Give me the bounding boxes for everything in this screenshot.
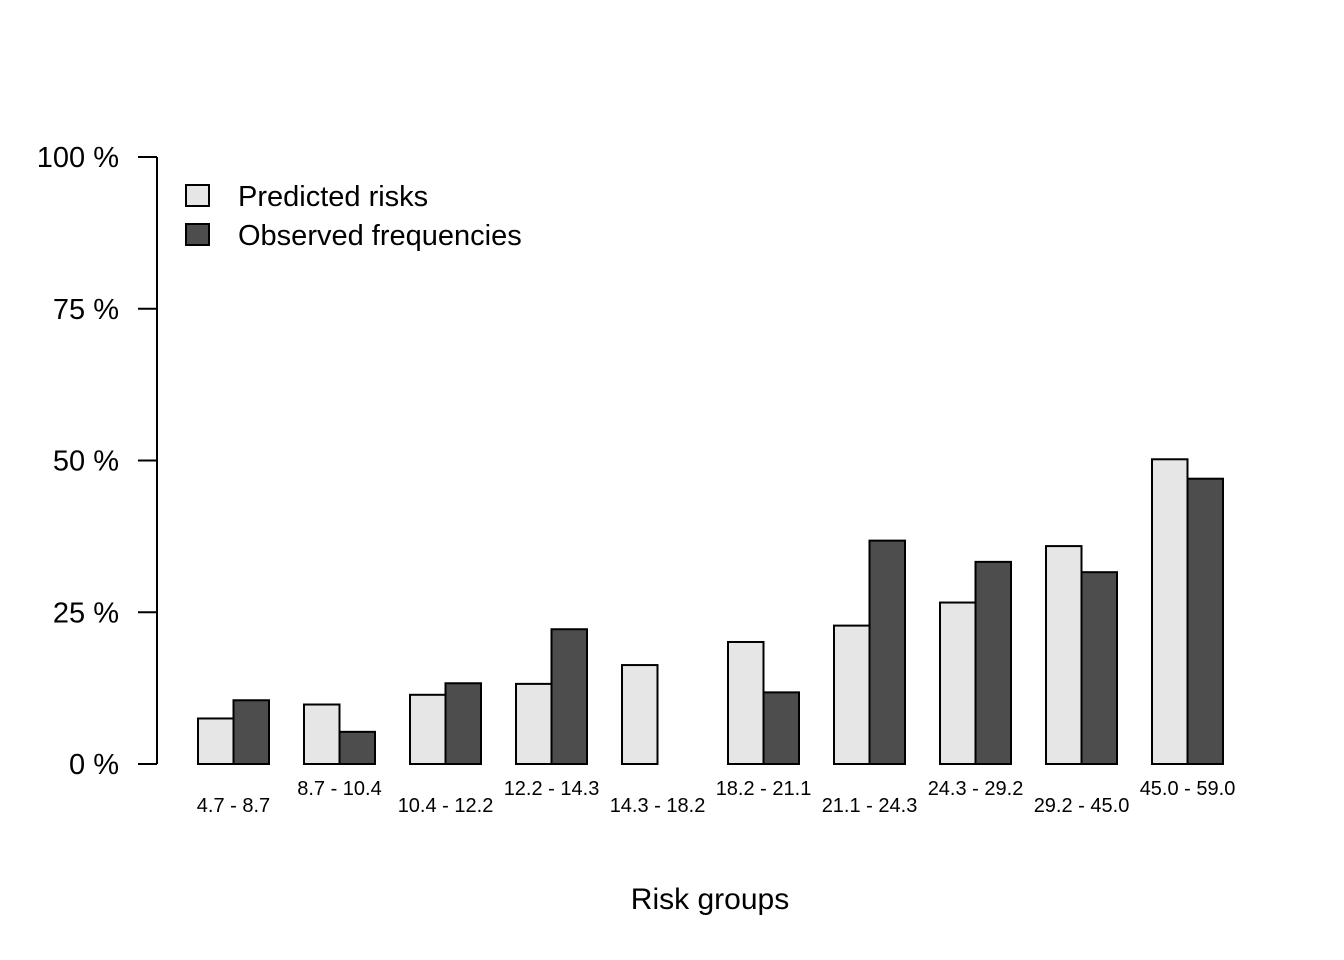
x-axis-title: Risk groups	[631, 883, 789, 916]
y-tick-label: 25 %	[53, 597, 119, 629]
x-category-label: 8.7 - 10.4	[297, 778, 382, 800]
bar-predicted	[409, 693, 447, 765]
bar-observed	[338, 730, 376, 765]
y-tick-label: 100 %	[37, 142, 119, 174]
bar-predicted	[197, 717, 235, 765]
legend: Predicted risks Observed frequencies	[185, 181, 522, 252]
x-axis-category-labels: 4.7 - 8.7 8.7 - 10.4 10.4 - 12.2 12.2 - 14.…	[197, 778, 1236, 817]
x-category-label: 29.2 - 45.0	[1034, 795, 1130, 817]
x-category-label: 14.3 - 18.2	[610, 795, 706, 817]
legend-label: Predicted risks	[238, 181, 428, 213]
bar-predicted	[303, 703, 341, 765]
x-category-label: 12.2 - 14.3	[504, 778, 600, 800]
bar-observed	[1080, 571, 1118, 765]
x-category-label: 18.2 - 21.1	[716, 778, 812, 800]
y-tick-label: 50 %	[53, 446, 119, 478]
bar-observed	[1186, 477, 1224, 765]
y-tick-label: 0 %	[69, 749, 119, 781]
y-tick-label: 75 %	[53, 294, 119, 326]
bar-observed	[444, 682, 482, 765]
bar-observed	[232, 699, 270, 766]
bar-predicted	[621, 664, 659, 766]
x-category-label: 21.1 - 24.3	[822, 795, 918, 817]
y-axis: 0 % 25 % 50 % 75 % 100 %	[37, 142, 158, 781]
bar-observed	[974, 560, 1012, 766]
legend-swatch	[185, 223, 210, 246]
bar-predicted	[727, 640, 765, 765]
bar-predicted	[939, 601, 977, 766]
legend-label: Observed frequencies	[238, 220, 522, 252]
x-category-label: 45.0 - 59.0	[1140, 778, 1236, 800]
x-category-label: 24.3 - 29.2	[928, 778, 1024, 800]
bar-predicted	[833, 624, 871, 765]
bars	[197, 458, 1224, 766]
bar-observed	[550, 628, 588, 765]
legend-swatch	[185, 184, 210, 207]
bar-predicted	[1045, 545, 1083, 765]
bar-predicted	[515, 682, 553, 765]
bar-predicted	[1151, 458, 1189, 765]
bar-observed	[762, 691, 800, 766]
x-category-label: 10.4 - 12.2	[398, 795, 494, 817]
x-category-label: 4.7 - 8.7	[197, 795, 270, 817]
bar-observed	[868, 539, 906, 766]
